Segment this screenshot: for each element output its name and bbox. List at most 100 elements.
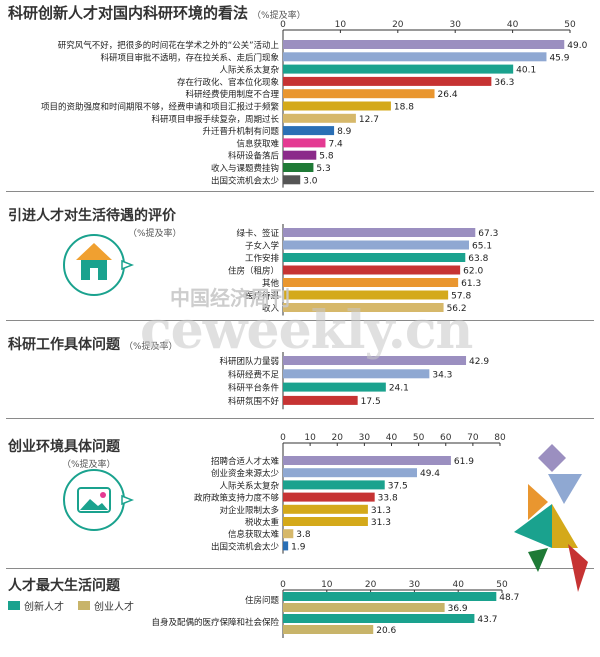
- bar: [283, 278, 459, 287]
- category-label: 科研经费使用制度不合理: [185, 89, 279, 100]
- bar: [283, 265, 461, 275]
- bar: [283, 113, 356, 123]
- x-tick-label: 50: [564, 20, 576, 30]
- bar: [283, 517, 368, 526]
- value-label: 56.2: [447, 304, 467, 314]
- picture-icon: [63, 469, 135, 531]
- bar: [283, 369, 430, 379]
- x-tick-label: 0: [280, 580, 286, 590]
- x-tick-label: 20: [392, 20, 404, 30]
- value-label: 34.3: [432, 370, 452, 380]
- x-tick-label: 80: [494, 433, 506, 443]
- chart1-title: 科研创新人才对国内科研环境的看法: [8, 4, 249, 22]
- category-label: 税收太重: [245, 517, 280, 528]
- value-label: 65.1: [472, 242, 492, 252]
- bar: [283, 64, 514, 74]
- value-label: 43.7: [477, 615, 497, 625]
- chart5-title: 人才最大生活问题: [8, 578, 120, 594]
- bar: [283, 529, 294, 539]
- value-label: 17.5: [361, 397, 381, 407]
- bar: [283, 126, 335, 136]
- bar: [283, 492, 375, 502]
- value-label: 8.9: [337, 127, 352, 137]
- bar: [283, 52, 547, 62]
- category-label: 绿卡、签证: [236, 228, 279, 239]
- category-label: 招聘合适人才太难: [211, 456, 280, 467]
- page-title: 科研创新人才对国内科研环境的看法 （%提及率）: [8, 2, 306, 23]
- value-label: 40.1: [516, 66, 536, 76]
- category-label: 出国交流机会太少: [211, 175, 280, 186]
- chart-research-problems: 科研团队力量弱 42.9 科研经费不足 34.3 科研平台条件 24.1 科研氛围不好 17.…: [219, 352, 489, 410]
- x-tick-label: 30: [449, 20, 461, 30]
- bar: [283, 395, 358, 405]
- value-label: 33.8: [378, 494, 398, 504]
- category-label: 子女入学: [245, 241, 280, 252]
- value-label: 5.3: [316, 164, 330, 174]
- chart3-unit: （%提及率）: [124, 342, 178, 352]
- value-label: 45.9: [549, 53, 569, 63]
- x-tick-label: 70: [467, 433, 479, 443]
- legend-swatch-innovation: [8, 601, 20, 610]
- legend-swatch-startup: [78, 601, 90, 610]
- divider: [6, 418, 594, 419]
- value-label: 63.8: [468, 254, 488, 264]
- category-label: 研究风气不好，把很多的时间花在学术之外的“公关”活动上: [58, 40, 280, 51]
- chart3-title: 科研工作具体问题 （%提及率）: [8, 337, 178, 353]
- category-label: 医疗待遇: [245, 291, 280, 302]
- chart4-unit: （%提及率）: [62, 460, 116, 470]
- category-label: 住房问题: [245, 595, 280, 606]
- divider: [6, 320, 594, 321]
- chart-startup-problems: 0 10 20 30 40 50 60 70 80 招聘合适人才太难 61.9 创业资金来源太少 49.…: [194, 433, 506, 554]
- bar: [283, 468, 417, 478]
- value-label: 24.1: [389, 384, 409, 394]
- category-label: 政府政策支持力度不够: [194, 493, 280, 504]
- value-label: 7.4: [328, 139, 343, 149]
- tangram-figure-icon: [514, 444, 588, 592]
- category-label: 升迁晋升机制有问题: [202, 126, 279, 137]
- bar: [283, 456, 451, 465]
- x-tick-label: 20: [365, 580, 377, 590]
- bar: [283, 625, 374, 634]
- bar: [283, 253, 466, 262]
- bar: [283, 101, 391, 111]
- category-label: 自身及配偶的医疗保障和社会保险: [151, 617, 279, 628]
- bar: [283, 89, 435, 99]
- x-tick-label: 50: [413, 433, 425, 443]
- value-label: 12.7: [359, 115, 379, 125]
- watermark: ceweekly.cn: [140, 300, 473, 361]
- bar: [283, 138, 326, 148]
- category-label: 科研项目审批不透明，存在拉关系、走后门现象: [100, 52, 279, 63]
- divider: [6, 568, 594, 569]
- category-label: 收入与课题费挂钩: [211, 163, 279, 174]
- category-label: 工作安排: [245, 253, 280, 264]
- x-tick-label: 40: [386, 433, 398, 443]
- value-label: 48.7: [499, 593, 519, 603]
- legend-label-startup: 创业人才: [94, 602, 134, 613]
- value-label: 3.8: [296, 530, 311, 540]
- watermark-cn: 中国经济周刊: [170, 286, 290, 310]
- bar: [283, 175, 301, 185]
- x-tick-label: 10: [335, 20, 347, 30]
- category-label: 科研项目申报手续复杂，周期过长: [151, 114, 279, 125]
- bar: [283, 150, 317, 160]
- value-label: 62.0: [463, 267, 483, 277]
- value-label: 18.8: [394, 103, 414, 113]
- value-label: 1.9: [291, 542, 306, 552]
- value-label: 57.8: [451, 292, 471, 302]
- category-label: 项目的资助强度和时间期限不够，经费申请和项目汇报过于频繁: [41, 102, 280, 113]
- category-label: 科研团队力量弱: [219, 356, 279, 367]
- bar: [283, 76, 492, 86]
- chart-living-treatment: 绿卡、签证 67.3 子女入学 65.1 工作安排 63.8 住房（租房） 62.0 其他 61.…: [228, 224, 498, 316]
- bar: [283, 290, 449, 300]
- value-label: 26.4: [438, 90, 458, 100]
- bar: [283, 240, 469, 250]
- x-tick-label: 40: [507, 20, 519, 30]
- bar: [283, 614, 475, 623]
- bar: [283, 356, 467, 365]
- value-label: 36.9: [448, 604, 468, 614]
- bar: [283, 163, 314, 172]
- chart1-unit: （%提及率）: [252, 11, 306, 21]
- bar: [283, 504, 368, 514]
- x-tick-label: 30: [409, 580, 421, 590]
